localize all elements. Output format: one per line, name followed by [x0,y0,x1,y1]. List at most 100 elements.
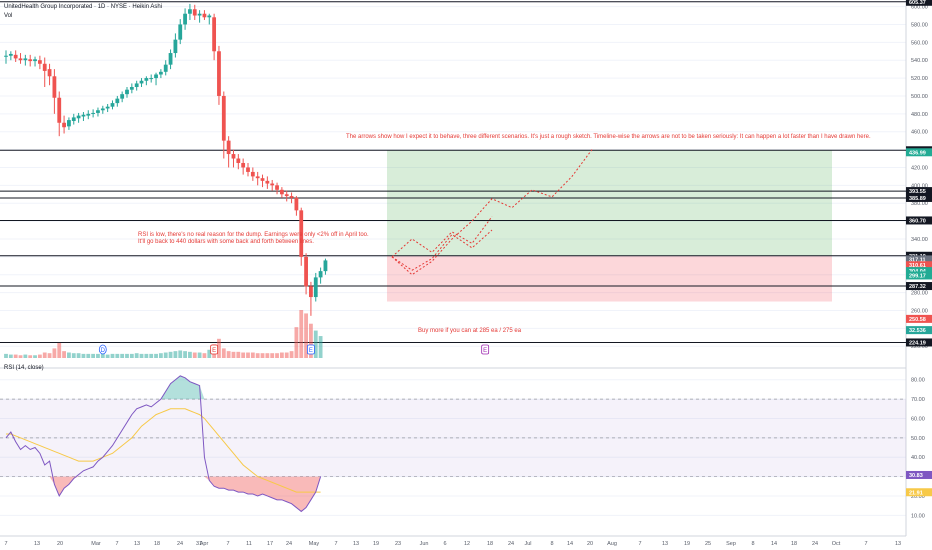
price-axis[interactable]: 600.00 580.00 560.00 540.00 520.00 500.00 480.… [906,0,932,519]
candle-body [76,115,81,119]
candle-body [226,140,231,155]
candle-body [81,114,86,117]
volume-bar [4,353,8,358]
volume-bar [37,354,42,358]
time-tick-label: Sep [726,541,736,547]
volume-bar [207,349,212,358]
time-tick-label: 18 [487,541,493,547]
volume-bars [4,310,323,358]
rsi-badge-bg [906,488,932,497]
rsi-tick-label: 50.00 [911,436,925,442]
volume-bar [279,352,284,358]
volume-bar [192,352,197,358]
price-tick-label: 480.00 [911,112,928,118]
candle-body [42,63,47,71]
price-tick-label: 600.00 [911,5,928,11]
time-tick-label: 19 [684,541,690,547]
volume-bar [299,310,304,358]
volume-bar [100,353,105,358]
volume-bar [23,354,28,358]
level-badge: 224.19 [909,340,926,346]
candle-body [4,55,8,57]
candle-body [28,59,33,62]
volume-bar [163,352,168,358]
candle-body [173,39,178,54]
price-badge: 317.11 [909,257,926,263]
rsi-badge-bg [906,470,932,479]
time-tick-label: 13 [895,541,901,547]
level-badge: 385.89 [909,196,926,202]
volume-bar [71,353,76,358]
event-marker-box [307,344,315,355]
price-tick-label: 580.00 [911,22,928,28]
time-tick-label: 13 [353,541,359,547]
volume-bar [265,353,270,358]
volume-bar [231,351,236,358]
candle-body [275,185,279,190]
volume-bar [125,353,129,358]
candle-body [250,171,255,177]
volume-bar [168,351,173,358]
volume-bar [18,355,23,358]
time-tick-label: Aug [607,541,617,547]
time-tick-label: 11 [246,541,252,547]
candle-body [246,167,250,172]
time-tick-label: 7 [115,541,118,547]
volume-bar [110,353,115,358]
level-badge: 287.32 [909,284,926,290]
price-tick-label: 500.00 [911,94,928,100]
price-badge: 32.536 [909,328,926,334]
level-badge: 605.37 [909,0,926,6]
volume-bar [309,323,313,358]
volume-bar [275,353,279,358]
rsi-tick-label: 10.00 [911,513,925,519]
time-tick-label: 14 [567,541,573,547]
buy-annotation[interactable]: Buy more if you can at 285 ea / 275 ea [418,328,522,334]
volume-bar [8,354,13,358]
volume-bar [42,352,47,358]
rsi-badge: 30.83 [909,473,923,479]
scenario-annotation[interactable]: The arrows show how I expect it to behav… [346,134,871,140]
volume-bar [62,351,66,358]
price-tick-label: 220.00 [911,344,928,350]
time-tick-label: 8 [751,541,754,547]
volume-bar [144,353,149,358]
candle-body [289,196,294,198]
time-tick-label: 20 [587,541,593,547]
volume-bar [217,338,221,358]
scenario-arrows[interactable] [391,149,593,276]
candle-body [284,194,289,197]
volume-bar [13,354,18,358]
time-tick-label: 7 [638,541,641,547]
volume-bar [260,353,265,358]
volume-bar [154,353,158,358]
rsi-oversold-fill [6,476,321,512]
price-tick-label: 280.00 [911,291,928,297]
price-badge-bg [906,271,932,280]
horizontal-levels[interactable] [0,1,906,343]
volume-bar [96,353,100,358]
volume-bar [178,350,183,358]
level-badge-bg [906,193,932,202]
rsi-tick-label: 80.00 [911,378,925,384]
rsi-annotation-line2[interactable]: It'll go back to 440 dollars with some b… [138,239,314,245]
candle-body [260,178,265,181]
volume-bar [202,353,207,358]
volume-bar [47,353,52,358]
price-tick-label: 400.00 [911,183,928,189]
time-tick-label: 7 [226,541,229,547]
volume-bar [105,354,110,358]
rsi-annotation-line1[interactable]: RSI is low, there's no real reason for t… [138,232,369,238]
candle-body [120,94,125,99]
rsi-pane [0,375,906,513]
candle-body [163,64,168,72]
candle-body [149,78,154,80]
price-badge-bg [906,148,932,157]
candle-body [221,95,226,141]
candle-body [318,271,323,278]
candle-body [236,158,241,163]
candle-body [265,180,270,184]
